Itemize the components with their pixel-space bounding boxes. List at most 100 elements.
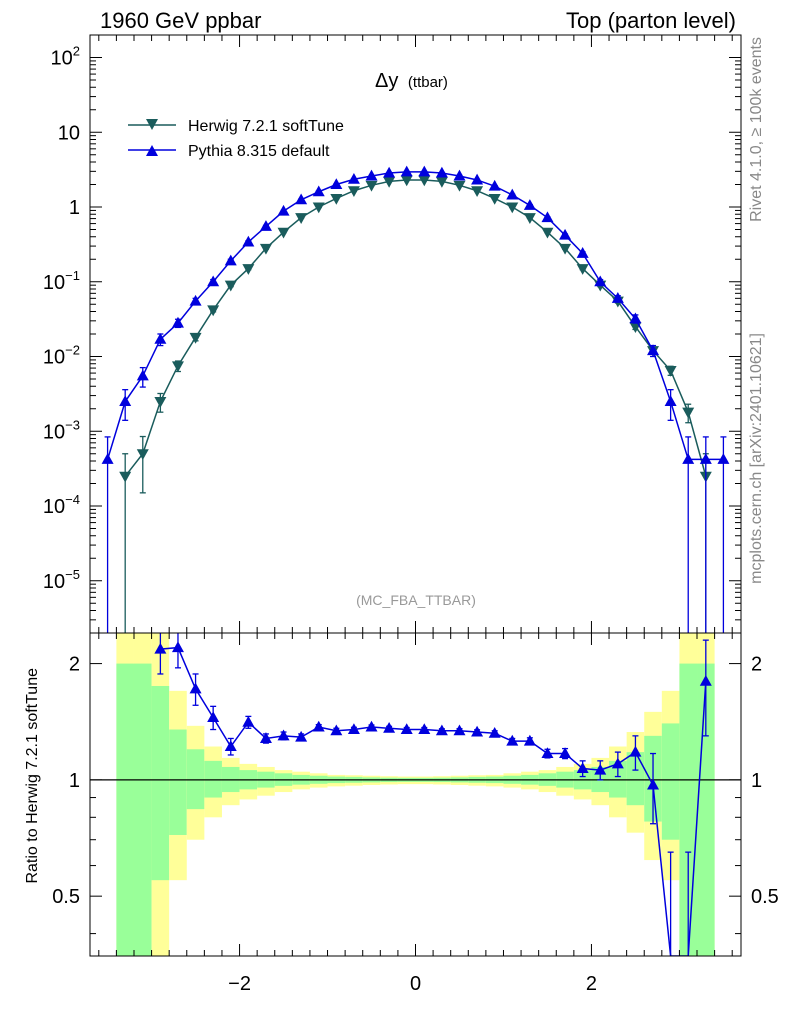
main-ytick-label: 102 [51,44,80,70]
legend-marker-herwig [146,119,158,130]
marker-herwig [312,202,325,214]
ratio-marker-pythia [523,734,536,746]
marker-herwig [418,175,431,187]
main-plot-area [101,165,730,633]
ratio-marker-pythia [295,730,308,742]
band-inner [169,729,187,835]
ratio-panel: −2 0 2 0.5 0.5 1 1 2 2 Ratio to Herwig 7.2.1 sof… [24,632,779,995]
marker-herwig [435,176,448,188]
ratio-marker-pythia [347,723,360,735]
marker-herwig [207,305,220,317]
ratio-marker-pythia [594,763,607,775]
band-inner [151,685,170,881]
ratio-marker-pythia [400,723,413,735]
marker-pythia [664,395,677,407]
marker-pythia [365,169,378,181]
marker-pythia [400,165,413,177]
marker-pythia [119,395,132,407]
marker-pythia [259,220,272,231]
legend-label-herwig: Herwig 7.2.1 softTune [188,118,344,135]
marker-herwig [576,264,589,275]
marker-pythia [312,185,325,197]
marker-herwig [523,213,536,224]
marker-pythia [435,166,448,178]
marker-herwig [664,365,677,377]
main-ytick-label: 1 [69,197,80,219]
marker-pythia [682,453,695,464]
ratio-ytick-label-right: 2 [751,654,762,676]
main-ytick-label: 10 [58,122,80,144]
side-label-rivet: Rivet 4.1.0, ≥ 100k events [748,37,765,222]
marker-herwig [541,227,554,239]
ratio-ylabel: Ratio to Herwig 7.2.1 softTune [24,668,41,884]
ratio-marker-pythia [154,642,167,654]
ratio-marker-pythia [611,757,624,769]
marker-herwig [453,180,466,192]
ratio-marker-pythia [224,740,237,752]
marker-pythia [224,254,237,266]
marker-pythia [189,294,202,306]
marker-pythia [471,173,484,185]
ratio-marker-pythia [488,726,501,738]
tick-label-base: 10 [51,48,73,70]
watermark: (MC_FBA_TTBAR) [356,592,476,608]
ratio-xtick-label: 2 [586,973,597,995]
marker-pythia [136,369,149,381]
ratio-xtick-label: 0 [410,973,421,995]
main-ytick-label: 10−3 [43,417,80,443]
marker-herwig [259,243,272,255]
marker-herwig [471,186,484,198]
main-ytick-label: 10−5 [43,567,80,593]
band-inner [186,749,205,810]
marker-herwig [242,264,255,275]
marker-pythia [418,165,431,177]
ratio-marker-pythia [453,724,466,736]
ratio-ytick-label: 0.5 [52,886,80,908]
band-inner [661,723,680,840]
marker-herwig [136,449,149,461]
ratio-axis: −2 0 2 0.5 0.5 1 1 2 2 [52,633,779,995]
marker-pythia [647,344,660,356]
marker-pythia [541,211,554,223]
marker-pythia [576,247,589,258]
marker-pythia [154,332,167,344]
ratio-marker-pythia [312,720,325,732]
tick-label-base: 10 [43,571,65,593]
tick-label-base: 10 [43,347,65,369]
main-title-symbol: Δy [375,70,398,92]
main-ytick-label: 10−4 [43,492,80,518]
marker-pythia [559,228,572,240]
tick-label-exponent: −3 [65,417,80,432]
marker-pythia [717,453,730,464]
legend-label-pythia: Pythia 8.315 default [188,143,330,160]
band-inner [609,760,627,798]
marker-herwig [189,332,202,344]
marker-herwig [154,397,167,408]
ratio-ytick-label: 2 [69,654,80,676]
ratio-marker-pythia [559,747,572,759]
marker-pythia [629,312,642,324]
marker-herwig [330,193,343,205]
tick-label-exponent: −5 [65,567,80,582]
ratio-marker-pythia [576,762,589,774]
ratio-marker-pythia [330,724,343,736]
main-title: Δy (ttbar) [375,70,448,92]
ratio-marker-pythia [506,734,519,746]
marker-pythia [523,199,536,210]
band-inner [697,663,715,956]
tick-label-base: 10 [43,272,65,294]
marker-herwig [171,361,184,373]
header-left: 1960 GeV ppbar [100,8,261,33]
marker-herwig [347,186,360,198]
marker-pythia [611,292,624,303]
ratio-ytick-label: 1 [69,770,80,792]
ratio-marker-pythia [699,674,712,686]
main-ytick-label: 10−1 [43,268,80,294]
ratio-marker-pythia [435,724,448,736]
ratio-marker-pythia [207,711,220,723]
ratio-marker-pythia [541,747,554,759]
ratio-marker-pythia [418,723,431,735]
band-inner [133,663,152,956]
marker-pythia [594,275,607,287]
ratio-marker-pythia [259,732,272,743]
